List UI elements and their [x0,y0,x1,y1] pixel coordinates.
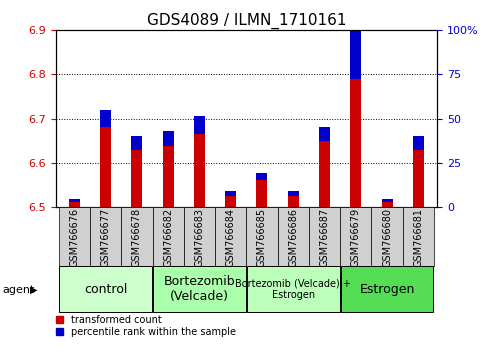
FancyBboxPatch shape [215,207,246,267]
Text: Estrogen: Estrogen [359,283,415,296]
Text: GSM766678: GSM766678 [132,207,142,267]
FancyBboxPatch shape [90,207,121,267]
Bar [256,173,268,180]
FancyBboxPatch shape [153,207,184,267]
Bar [319,134,330,207]
FancyBboxPatch shape [403,207,434,267]
Text: GSM766676: GSM766676 [70,207,79,267]
Text: GSM766679: GSM766679 [351,207,361,267]
Text: agent: agent [2,285,35,295]
Text: GSM766686: GSM766686 [288,208,298,267]
Bar [163,131,173,145]
Text: GSM766681: GSM766681 [413,208,423,267]
Text: Bortezomib
(Velcade): Bortezomib (Velcade) [164,275,235,303]
Title: GDS4089 / ILMN_1710161: GDS4089 / ILMN_1710161 [146,12,346,29]
Bar [256,176,268,207]
Bar [194,116,205,134]
Bar [350,52,361,207]
Text: GSM766683: GSM766683 [195,208,204,267]
Bar [319,127,330,141]
Bar [69,199,80,202]
Text: GSM766687: GSM766687 [320,207,329,267]
Text: control: control [84,283,128,296]
Bar [382,199,393,202]
Bar [69,200,80,207]
Bar [382,200,393,207]
FancyBboxPatch shape [341,267,433,312]
Bar [225,191,236,196]
FancyBboxPatch shape [340,207,371,267]
Bar [413,136,424,150]
FancyBboxPatch shape [121,207,153,267]
Bar [194,125,205,207]
Text: GSM766684: GSM766684 [226,208,236,267]
Bar [225,194,236,207]
Text: Bortezomib (Velcade) +
Estrogen: Bortezomib (Velcade) + Estrogen [235,279,351,300]
Bar [131,136,142,150]
FancyBboxPatch shape [153,267,246,312]
Bar [288,191,298,196]
Text: GSM766677: GSM766677 [100,207,111,267]
Bar [100,119,111,207]
Bar [413,143,424,207]
FancyBboxPatch shape [59,267,152,312]
Bar [100,110,111,127]
Bar [163,138,173,207]
FancyBboxPatch shape [309,207,340,267]
Bar [131,143,142,207]
Text: GSM766682: GSM766682 [163,207,173,267]
FancyBboxPatch shape [278,207,309,267]
Bar [288,194,298,207]
Bar [350,26,361,79]
Text: GSM766680: GSM766680 [382,208,392,267]
FancyBboxPatch shape [58,207,90,267]
Legend: transformed count, percentile rank within the sample: transformed count, percentile rank withi… [56,315,236,337]
Text: GSM766685: GSM766685 [257,207,267,267]
FancyBboxPatch shape [247,267,340,312]
FancyBboxPatch shape [246,207,278,267]
FancyBboxPatch shape [371,207,403,267]
FancyBboxPatch shape [184,207,215,267]
Text: ▶: ▶ [30,285,38,295]
